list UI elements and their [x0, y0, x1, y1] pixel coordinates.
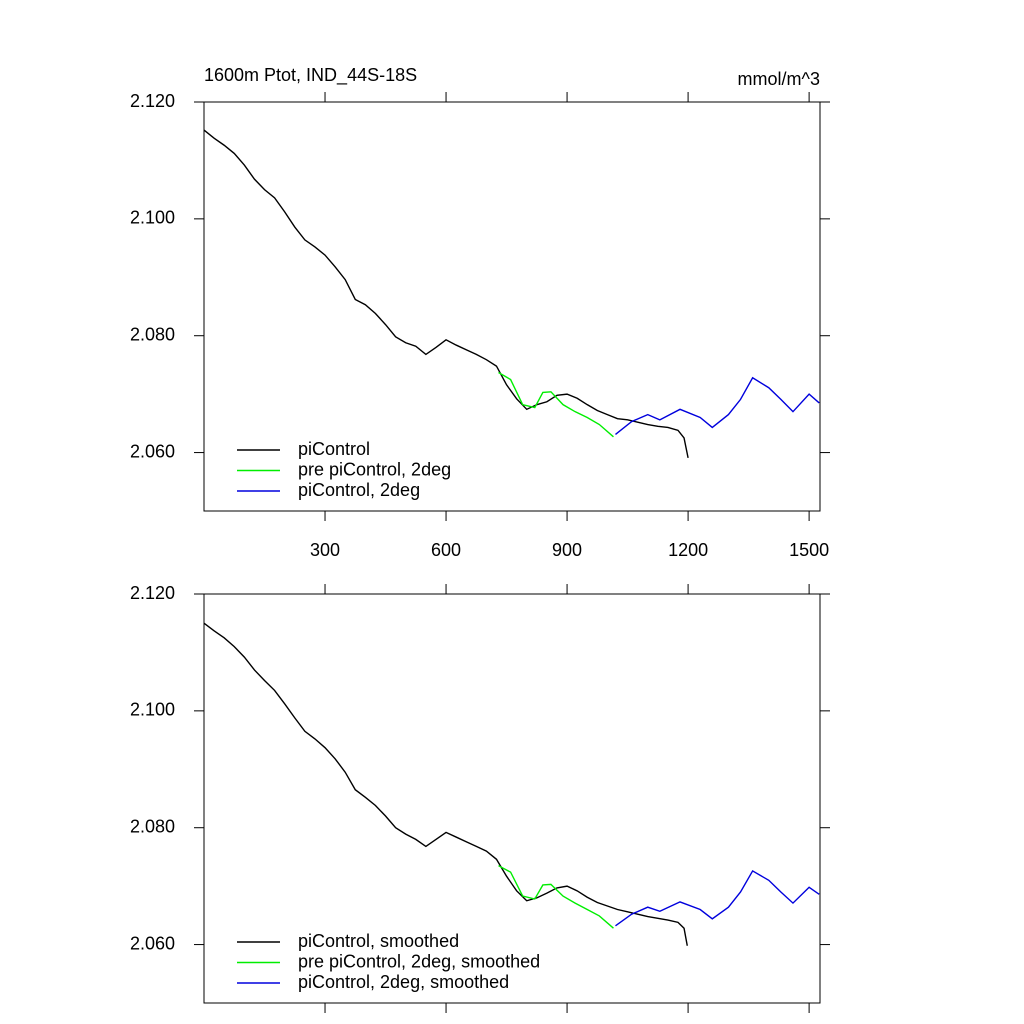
x-tick-label: 600	[431, 540, 461, 560]
y-units: mmol/m^3	[738, 69, 820, 89]
legend-label: pre piControl, 2deg, smoothed	[298, 951, 540, 971]
x-tick-label: 300	[310, 540, 340, 560]
series-line	[203, 622, 688, 946]
series-line	[498, 371, 614, 438]
y-tick-label: 2.120	[130, 91, 175, 111]
series-line	[498, 865, 614, 929]
y-tick-label: 2.100	[130, 700, 175, 720]
y-tick-label: 2.100	[130, 208, 175, 228]
y-tick-label: 2.060	[130, 441, 175, 461]
x-tick-label: 900	[552, 540, 582, 560]
legend-label: piControl	[298, 439, 370, 459]
y-tick-label: 2.120	[130, 583, 175, 603]
y-tick-label: 2.080	[130, 324, 175, 344]
y-tick-label: 2.060	[130, 933, 175, 953]
plot-frame	[203, 101, 821, 512]
y-tick-label: 2.080	[130, 816, 175, 836]
legend-label: piControl, 2deg, smoothed	[298, 972, 509, 992]
plot-frame	[203, 593, 821, 1004]
series-line	[203, 129, 689, 458]
x-tick-label: 1500	[789, 540, 829, 560]
legend-label: piControl, smoothed	[298, 931, 459, 951]
x-tick-label: 1200	[668, 540, 708, 560]
series-line	[615, 869, 820, 927]
chart-title: 1600m Ptot, IND_44S-18S	[204, 65, 417, 86]
series-line	[615, 376, 820, 436]
legend-label: piControl, 2deg	[298, 480, 420, 500]
legend-label: pre piControl, 2deg	[298, 459, 451, 479]
